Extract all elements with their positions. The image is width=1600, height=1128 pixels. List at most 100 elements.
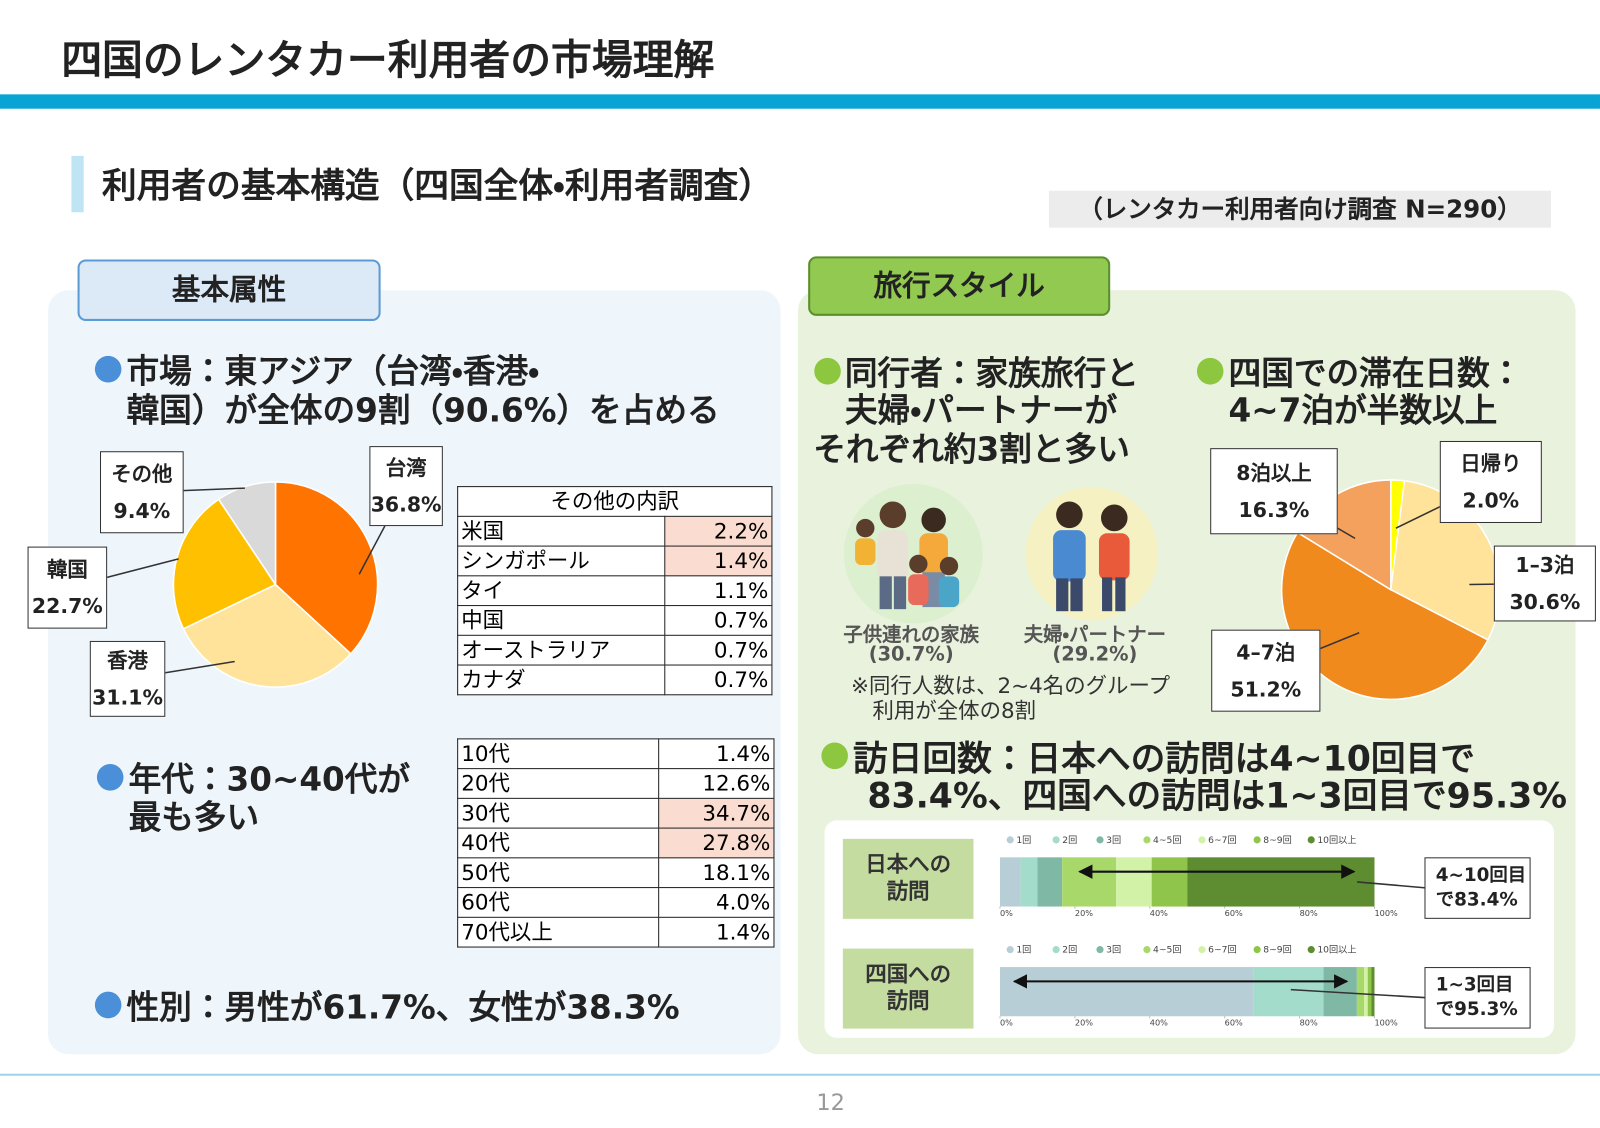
bar-segment (1037, 857, 1063, 907)
pie-label-category: 台湾 (385, 455, 427, 480)
couple-illustration (1025, 487, 1159, 621)
table-row: 10代 1.4% (457, 738, 775, 770)
table-value: 1.1% (664, 575, 773, 607)
table-label: 10代 (457, 738, 660, 770)
x-tick-label: 100% (1374, 908, 1398, 918)
legend-swatch (1006, 836, 1014, 844)
table-row: 70代以上 1.4% (457, 916, 775, 948)
legend-label: 8~9回 (1263, 835, 1292, 846)
bar-segment (999, 967, 1254, 1017)
bullet (1196, 357, 1224, 385)
bar-segment (1020, 857, 1038, 907)
visit-text: 83.4%、四国への訪問は1~3回目で95.3% (867, 775, 1568, 817)
visit-text: 訪日回数：日本への訪問は4~10回目で (853, 738, 1475, 780)
table-value: 18.1% (658, 857, 775, 889)
table-label: カナダ (457, 664, 666, 696)
pie-label-category: 日帰り (1460, 451, 1522, 476)
callout-line (1357, 881, 1429, 889)
pie-label: 4–7泊 51.2% (1211, 629, 1321, 712)
legend-swatch (1096, 946, 1104, 954)
tab: 旅行スタイル (808, 256, 1111, 316)
table-row: カナダ 0.7% (457, 664, 773, 696)
legend-label: 3回 (1106, 835, 1121, 846)
section-title: 利用者の基本構造（四国全体・利用者調査） (102, 165, 774, 207)
pie-label-value: 31.1% (92, 685, 163, 710)
table-value: 4.0% (658, 887, 775, 918)
age-text: 最も多い (128, 797, 260, 837)
table-value: 1.4% (658, 916, 775, 948)
companion-text: それぞれ約3割と多い (813, 429, 1130, 469)
table-row: シンガポール 1.4% (457, 545, 773, 577)
legend-swatch (1253, 836, 1261, 844)
bar-segment (1151, 857, 1188, 907)
table-value: 12.6% (658, 768, 775, 799)
callout-line (1290, 988, 1429, 999)
bar-annotation: 1~3回目 で95.3% (1424, 967, 1531, 1029)
companion-share: (29.2%) (1052, 642, 1138, 666)
pie-label-category: 香港 (107, 648, 148, 673)
annotation-line: で83.4% (1435, 889, 1518, 911)
pie-label-value: 9.4% (113, 498, 171, 524)
legend-swatch (1198, 836, 1206, 844)
pie-slice (1280, 531, 1489, 701)
table-row: オーストラリア 0.7% (457, 634, 773, 666)
pie-slice (172, 498, 277, 630)
companion-note: ※同行人数は、2~4名のグループ (851, 673, 1171, 699)
pie-label: 8泊以上 16.3% (1210, 448, 1338, 535)
table-label: 60代 (457, 887, 660, 918)
section-marker (71, 155, 84, 213)
bar-segment (1187, 857, 1375, 907)
gender-text: 性別：男性が61.7%、女性が38.3% (126, 987, 680, 1027)
table-label: 70代以上 (457, 916, 660, 948)
survey-note: （レンタカー利用者向け調査 N=290） (1078, 194, 1522, 224)
table-row: 50代 18.1% (457, 857, 775, 889)
legend-swatch (1006, 946, 1014, 954)
companion-text: 夫婦・パートナーが (844, 390, 1118, 430)
table-row: タイ 1.1% (457, 575, 773, 607)
pie-label-value: 16.3% (1238, 497, 1310, 522)
x-tick-label: 40% (1150, 1017, 1168, 1027)
tab: 基本属性 (77, 259, 381, 321)
table-label: 20代 (457, 768, 660, 799)
age-table: 10代 1.4% 20代 12.6% 30代 34.7% 40代 27.8% 50代 18.1% 6… (457, 738, 775, 948)
legend-swatch (1307, 836, 1315, 844)
pie-label: 韓国 22.7% (27, 546, 108, 629)
legend-label: 6~7回 (1208, 945, 1237, 956)
x-tick-label: 80% (1300, 1017, 1318, 1027)
legend-label: 10回以上 (1317, 835, 1356, 846)
annotation-line: 1~3回目 (1435, 974, 1514, 996)
table-row: 30代 34.7% (457, 797, 775, 829)
market-text: 韓国）が全体の9割（90.6%）を占める (126, 390, 720, 430)
bar-annotation: 4~10回目 で83.4% (1424, 857, 1531, 919)
bar-category: 日本への訪問 (842, 838, 974, 919)
legend-label: 1回 (1016, 945, 1031, 956)
pie-label: 1–3泊 30.6% (1493, 545, 1596, 622)
footer-rule (0, 1073, 1600, 1076)
pie-label: その他 9.4% (99, 451, 184, 534)
legend-swatch (1307, 946, 1315, 954)
bullet (96, 763, 124, 791)
family-illustration (843, 484, 983, 624)
pie-label-category: 4–7泊 (1236, 639, 1296, 665)
bullet (94, 991, 122, 1019)
bar-segment (1363, 967, 1368, 1017)
legend-swatch (1052, 946, 1060, 954)
pie-label-category: 8泊以上 (1236, 460, 1312, 486)
legend-label: 10回以上 (1317, 945, 1356, 956)
bar-segment (1116, 857, 1152, 907)
x-tick-label: 80% (1300, 908, 1318, 918)
table-row: 20代 12.6% (457, 768, 775, 799)
page-number: 12 (816, 1090, 845, 1117)
table-value: 0.7% (664, 605, 773, 636)
table-header: その他の内訳 (457, 486, 773, 517)
pie-label-value: 51.2% (1230, 676, 1302, 702)
table-label: シンガポール (457, 545, 666, 577)
legend-label: 8~9回 (1263, 945, 1292, 956)
pie-label-value: 30.6% (1509, 589, 1581, 615)
companion-label: 夫婦・パートナー (1023, 623, 1167, 647)
x-tick-label: 60% (1225, 908, 1243, 918)
stay-text: 四国での滞在日数： (1228, 353, 1523, 393)
other-table: その他の内訳 米国 2.2% シンガポール 1.4% タイ 1.1% 中国 0.7% オーストラリ… (457, 486, 773, 696)
pie-label-value: 2.0% (1462, 488, 1520, 513)
pie-label: 日帰り 2.0% (1439, 440, 1542, 524)
